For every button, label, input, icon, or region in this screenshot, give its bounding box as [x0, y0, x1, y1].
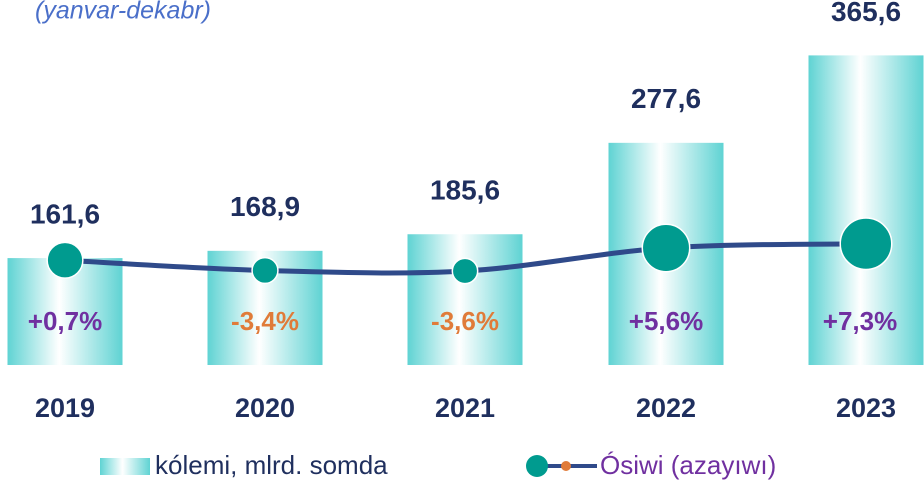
legend-label: Ósiwi (azayıwı) [600, 450, 776, 480]
bar-value-label: 168,9 [230, 191, 300, 222]
legend-swatch [561, 461, 571, 471]
x-tick-label: 2020 [235, 393, 295, 423]
bar-value-label: 365,6 [831, 0, 901, 27]
legend-label: kólemi, mlrd. somda [155, 450, 388, 480]
x-tick-label: 2023 [836, 393, 896, 423]
bar [407, 234, 523, 365]
growth-marker [46, 241, 84, 279]
bar-value-label: 161,6 [30, 198, 100, 229]
bar [808, 55, 924, 366]
growth-marker [451, 257, 479, 285]
growth-label: -3,6% [431, 306, 499, 336]
growth-label: -3,4% [231, 306, 299, 336]
bar-value-label: 185,6 [430, 175, 500, 206]
growth-label: +5,6% [629, 306, 703, 336]
x-tick-label: 2022 [636, 393, 696, 423]
x-tick-label: 2021 [435, 393, 495, 423]
growth-label: +0,7% [28, 306, 102, 336]
growth-marker [251, 256, 279, 285]
growth-marker [641, 223, 691, 273]
growth-marker [839, 217, 893, 271]
x-tick-label: 2019 [35, 393, 95, 423]
legend-swatch [100, 458, 150, 475]
legend-swatch [526, 455, 548, 477]
bar-value-label: 277,6 [631, 83, 701, 114]
subtitle: (yanvar-dekabr) [35, 0, 211, 25]
growth-label: +7,3% [823, 306, 897, 336]
